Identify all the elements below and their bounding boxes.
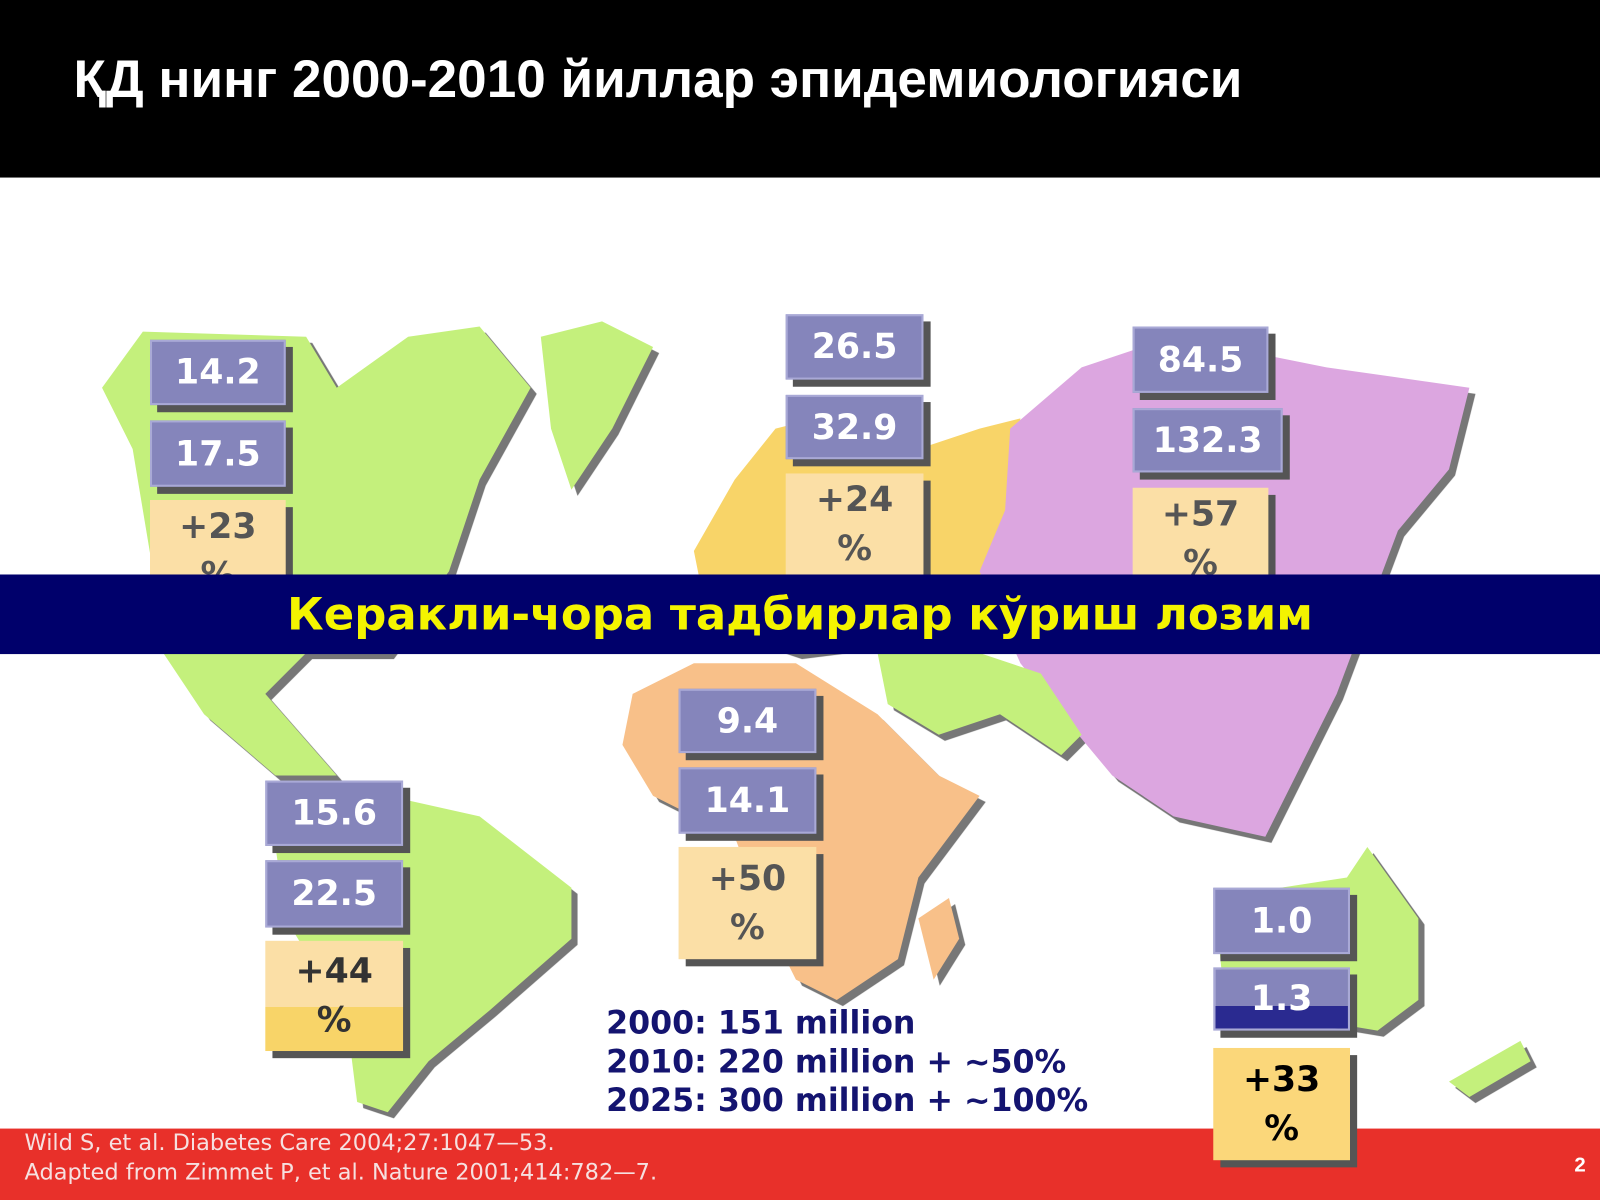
value-box: 1.3 [1213, 967, 1350, 1031]
madagascar [918, 897, 960, 980]
value-box: 17.5 [149, 420, 286, 487]
value-box: 14.1 [678, 767, 817, 834]
value-box: 9.4 [678, 688, 817, 754]
change-box: +50 % [678, 846, 817, 960]
change-box: +24 % [785, 473, 924, 576]
change-label: +50 % [708, 858, 787, 948]
value-label: 15.6 [291, 792, 377, 834]
value-box: 84.5 [1132, 326, 1269, 393]
value-box: 15.6 [265, 780, 404, 846]
value-box: 14.2 [149, 339, 286, 406]
summary-line: 2025: 300 million + ~100% [606, 1082, 1089, 1120]
page-number: 2 [1574, 1154, 1586, 1177]
value-label: 32.9 [811, 406, 898, 448]
value-box: 32.9 [785, 394, 924, 460]
citation: Adapted from Zimmet P, et al. Nature 200… [24, 1160, 658, 1186]
value-box: 26.5 [785, 314, 924, 380]
change-label: +44 % [295, 951, 373, 1041]
value-label: 132.3 [1152, 419, 1263, 461]
value-label: 17.5 [175, 433, 261, 474]
title-bar [0, 0, 1600, 178]
citation: Wild S, et al. Diabetes Care 2004;27:104… [24, 1130, 555, 1157]
slide-title: ҚД нинг 2000-2010 йиллар эпидемиологияси [73, 49, 1243, 110]
value-label: 9.4 [716, 700, 779, 742]
greenland [540, 321, 654, 490]
value-label: 14.1 [704, 780, 791, 821]
change-box: +44 % [265, 940, 404, 1052]
summary-line: 2000: 151 million [606, 1005, 916, 1042]
summary: 2000: 151 million 2010: 220 million + ~5… [606, 1004, 1088, 1120]
change-box: +33 % [1213, 1047, 1350, 1161]
summary-line: 2010: 220 million + ~50% [606, 1043, 1067, 1081]
value-label: 14.2 [175, 352, 261, 393]
banner: Керакли-чора тадбирлар кўриш лозим [0, 574, 1600, 655]
value-label: 1.3 [1250, 978, 1313, 1020]
value-label: 1.0 [1250, 900, 1313, 942]
value-box: 1.0 [1213, 887, 1350, 955]
value-box: 132.3 [1132, 408, 1283, 473]
value-label: 26.5 [811, 326, 898, 368]
new-zealand [1448, 1040, 1531, 1097]
value-box: 22.5 [265, 860, 404, 928]
value-label: 22.5 [291, 873, 377, 915]
value-label: 84.5 [1157, 339, 1244, 381]
change-label: +24 % [815, 479, 894, 570]
change-label: +33 % [1242, 1059, 1321, 1149]
middle-east [877, 653, 1082, 756]
change-label: +57 % [1161, 493, 1240, 584]
